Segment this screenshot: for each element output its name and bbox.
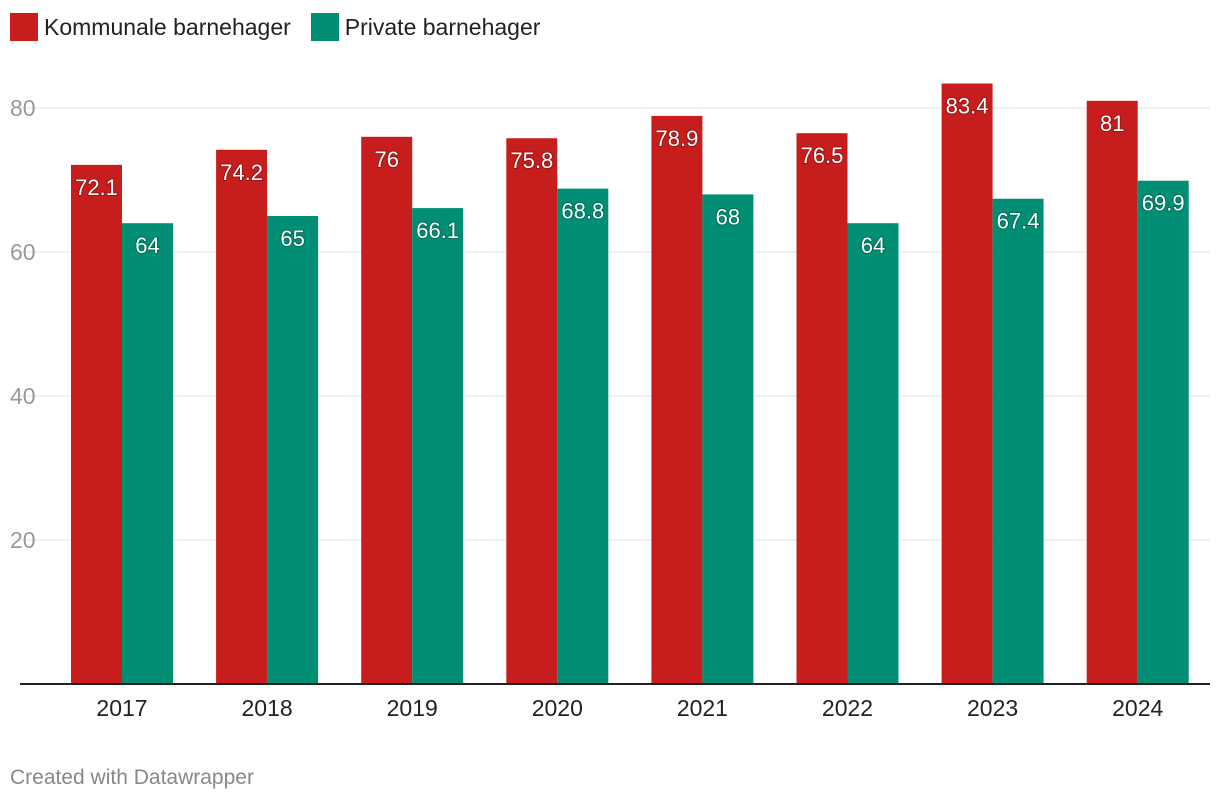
legend: Kommunale barnehager Private barnehager (10, 12, 560, 42)
bar-kommunale-2024 (1086, 100, 1138, 685)
x-tick-label-2021: 2021 (677, 695, 728, 721)
bar-private-2021 (702, 194, 754, 684)
footer-credit: Created with Datawrapper (10, 766, 254, 789)
bar-label-private-2020: 68.8 (561, 199, 604, 224)
bar-label-kommunale-2022: 76.5 (801, 143, 844, 168)
legend-swatch-kommunale (10, 13, 38, 41)
legend-swatch-private (310, 13, 339, 41)
bar-label-kommunale-2017: 72.1 (75, 175, 118, 200)
x-tick-label-2020: 2020 (532, 695, 583, 721)
y-tick-label-20: 20 (10, 527, 36, 553)
bar-label-private-2021: 68 (716, 204, 740, 229)
bar-private-2017 (122, 223, 173, 684)
bar-label-private-2019: 66.1 (416, 218, 459, 243)
bar-private-2024 (1137, 180, 1189, 684)
bar-kommunale-2023 (941, 83, 993, 684)
bar-label-private-2018: 65 (280, 226, 304, 251)
y-tick-label-40: 40 (10, 383, 36, 409)
bar-label-kommunale-2018: 74.2 (220, 160, 263, 185)
legend-label-private: Private barnehager (344, 13, 541, 40)
bar-kommunale-2017 (71, 164, 122, 684)
bar-private-2020 (557, 188, 609, 684)
bar-kommunale-2020 (506, 138, 558, 685)
x-tick-label-2017: 2017 (96, 695, 147, 721)
x-tick-label-2022: 2022 (822, 695, 873, 721)
legend-item-kommunale: Kommunale barnehager (10, 13, 291, 41)
bar-kommunale-2018 (216, 149, 268, 684)
bar-private-2019 (412, 208, 464, 684)
bar-label-kommunale-2019: 76 (374, 147, 398, 172)
bar-private-2022 (847, 223, 899, 684)
bar-private-2018 (267, 216, 319, 684)
bar-label-kommunale-2021: 78.9 (655, 126, 698, 151)
y-tick-label-60: 60 (10, 239, 36, 265)
y-tick-label-80: 80 (10, 95, 36, 121)
x-tick-label-2024: 2024 (1112, 695, 1163, 721)
bar-label-kommunale-2020: 75.8 (510, 148, 553, 173)
bar-label-private-2023: 67.4 (997, 209, 1040, 234)
bar-kommunale-2021 (651, 115, 703, 685)
x-tick-label-2019: 2019 (387, 695, 438, 721)
bar-label-private-2022: 64 (861, 233, 885, 258)
bar-label-kommunale-2024: 81 (1100, 111, 1124, 136)
legend-item-private: Private barnehager (310, 13, 541, 41)
x-tick-label-2018: 2018 (242, 695, 293, 721)
bar-private-2023 (992, 198, 1044, 684)
bar-kommunale-2019 (361, 136, 413, 685)
legend-label-kommunale: Kommunale barnehager (44, 13, 291, 40)
bar-label-kommunale-2023: 83.4 (946, 94, 989, 119)
x-tick-label-2023: 2023 (967, 695, 1018, 721)
bar-label-private-2024: 69.9 (1142, 191, 1185, 216)
bar-kommunale-2022 (796, 133, 848, 684)
bar-label-private-2017: 64 (135, 233, 159, 258)
